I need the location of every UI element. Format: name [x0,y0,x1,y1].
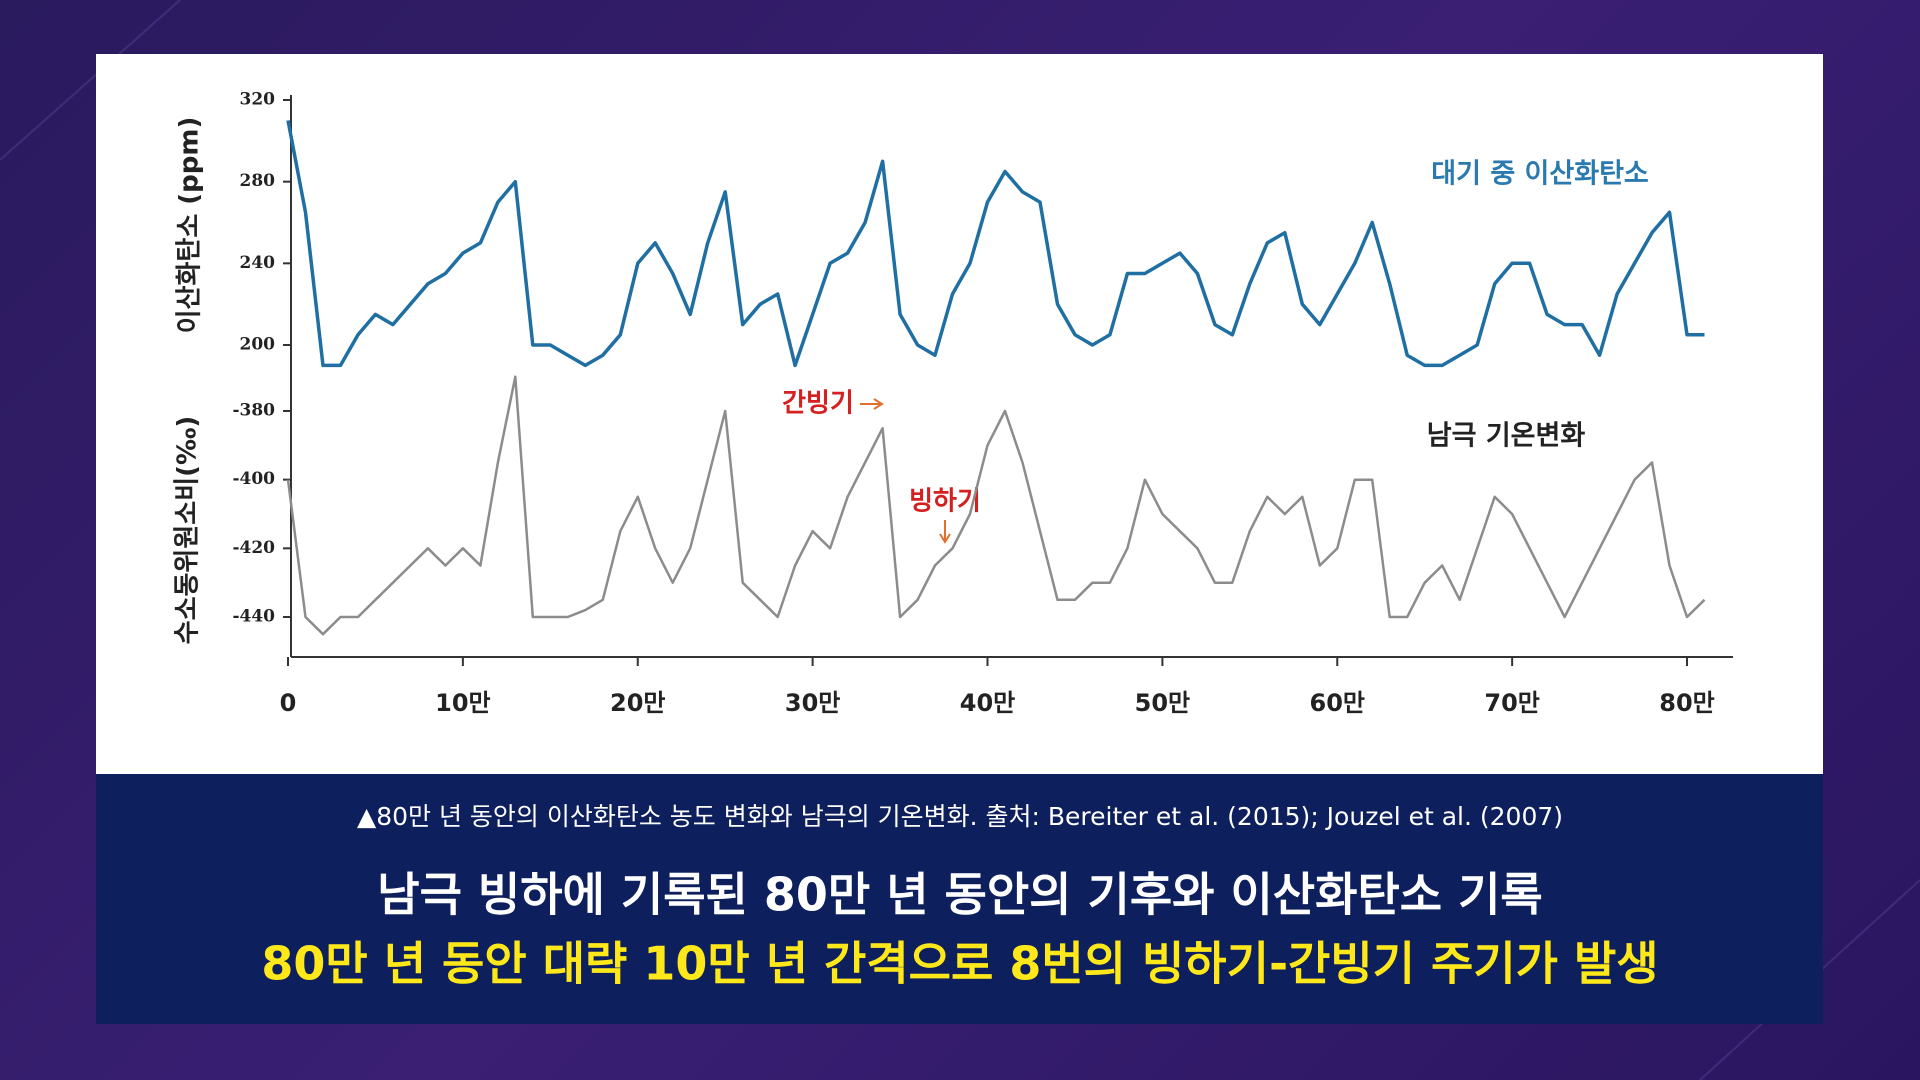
x-tick-label: 60만 [1310,689,1365,717]
x-tick-label: 80만 [1659,689,1714,717]
series-line [286,120,1705,368]
caption-band [96,774,1823,1024]
chart-panel [96,54,1823,774]
annotation-arrow [939,520,951,544]
x-tick-label: 40만 [960,689,1015,717]
caption: ▲80만 년 동안의 이산화탄소 농도 변화와 남극의 기온변화. 출처: Be… [357,802,1563,831]
y-tick-label: 280 [240,171,276,191]
x-tick-label: 10만 [435,689,490,717]
y2-axis-label: 수소동위원소비(‰) [173,416,203,645]
x-tick-label: 70만 [1484,689,1539,717]
annotation: 빙하기 [909,487,981,517]
y2-tick-label: -400 [232,469,275,489]
series-line [286,375,1706,636]
annotation: 간빙기 [782,389,854,419]
headline: 남극 빙하에 기록된 80만 년 동안의 기후와 이산화탄소 기록 [377,868,1543,922]
deco-line [0,0,181,161]
legend-entry: 남극 기온변화 [1427,421,1586,452]
annotation-arrow [860,398,884,410]
y-tick-label: 240 [240,253,276,273]
legend-entry: 대기 중 이산화탄소 [1431,159,1649,190]
x-tick-label: 50만 [1135,689,1190,717]
x-tick-label: 30만 [785,689,840,717]
y-tick-label: 320 [240,90,276,110]
y-tick-label: 200 [240,335,276,355]
x-tick-label: 20만 [610,689,665,717]
y2-tick-label: -440 [232,607,275,627]
subheadline: 80만 년 동안 대략 10만 년 간격으로 8번의 빙하기-간빙기 주기가 발… [261,937,1658,991]
x-tick-label: 0 [280,689,297,717]
y2-tick-label: -380 [232,401,275,421]
y-axis-label: 이산화탄소 (ppm) [175,117,205,334]
y2-tick-label: -420 [232,538,275,558]
